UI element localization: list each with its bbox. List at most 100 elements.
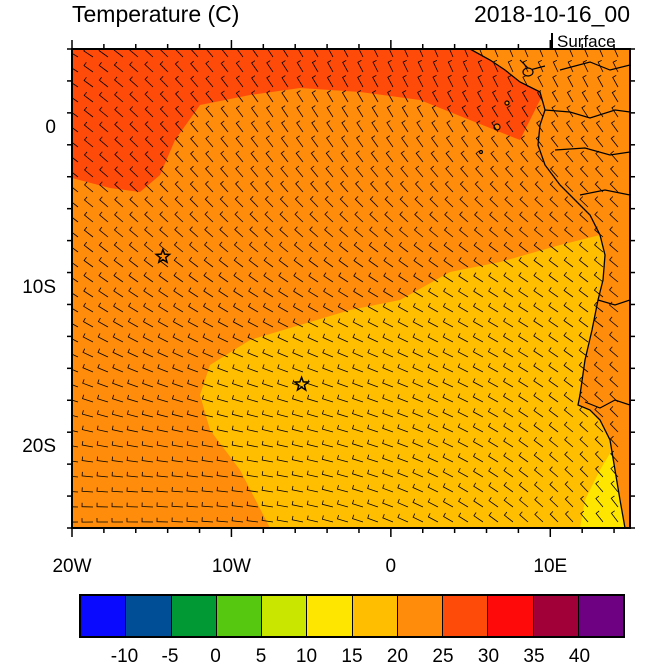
wind-barb [173, 302, 184, 313]
wind-barb [278, 287, 289, 298]
wind-barb [232, 364, 244, 373]
wind-barb [520, 165, 529, 178]
wind-barb [126, 425, 139, 433]
wind-barb [189, 241, 199, 253]
wind-barb [341, 135, 349, 148]
wind-barb [533, 392, 544, 403]
wind-barb [157, 333, 169, 343]
wind-barb [412, 303, 424, 313]
wind-barb [548, 362, 559, 373]
wind-barb [412, 363, 424, 373]
wind-barb [608, 301, 619, 313]
wind-barb [204, 196, 214, 208]
wind-barb [548, 332, 559, 343]
wind-barb [323, 241, 334, 253]
wind-barb [217, 364, 229, 373]
wind-barb [566, 120, 574, 133]
wind-barb [248, 287, 259, 298]
wind-barb [113, 302, 124, 313]
wind-barb [355, 180, 364, 193]
wind-barb [235, 75, 244, 88]
wind-barb [503, 272, 514, 283]
wind-barb [351, 514, 364, 523]
wind-barb [533, 257, 544, 268]
wind-barb [581, 90, 589, 103]
wind-barb [382, 303, 394, 313]
wind-barb [518, 362, 529, 373]
wind-barb [595, 165, 604, 178]
wind-barb [98, 256, 109, 268]
wind-barb [563, 362, 574, 373]
wind-barb [261, 425, 274, 433]
wind-barb [141, 517, 154, 523]
wind-barb [321, 440, 334, 448]
wind-barb [310, 165, 319, 178]
wind-barb [387, 60, 394, 73]
wind-barb [610, 480, 619, 493]
wind-barb [354, 211, 364, 223]
wind-barb [534, 481, 544, 493]
wind-barb [98, 106, 109, 118]
wind-barb [533, 377, 544, 388]
wind-barb [417, 90, 424, 103]
wind-barb [462, 75, 469, 88]
wind-barb [442, 393, 454, 403]
wind-barb [201, 456, 214, 463]
wind-barb [412, 409, 424, 418]
wind-barb [306, 425, 319, 433]
wind-barb [457, 423, 469, 433]
wind-barb [536, 120, 544, 133]
wind-barb [578, 316, 589, 328]
wind-barb [487, 363, 499, 373]
wind-barb [156, 425, 169, 433]
wind-barb [337, 379, 349, 388]
wind-barb [449, 49, 454, 58]
wind-barb [397, 333, 409, 343]
wind-barb [539, 49, 544, 58]
wind-barb [443, 226, 454, 238]
wind-barb [613, 49, 619, 58]
colorbar-label: -10 [110, 646, 139, 667]
wind-barb [188, 287, 199, 298]
wind-barb [579, 436, 589, 448]
wind-barb [609, 256, 619, 268]
wind-barb [72, 338, 79, 343]
wind-barb [580, 510, 589, 523]
wind-barb [382, 348, 394, 358]
wind-barb [129, 76, 139, 88]
map-title: Temperature (C) [72, 1, 240, 27]
wind-barb [83, 62, 94, 73]
wind-barb [534, 181, 544, 193]
wind-barb [578, 271, 589, 283]
wind-barb [397, 469, 409, 478]
wind-barb [340, 165, 349, 178]
wind-barb [83, 151, 94, 163]
wind-barb [427, 483, 439, 493]
wind-barb [371, 120, 379, 133]
wind-barb [322, 364, 334, 373]
wind-barb [114, 151, 124, 163]
wind-barb [171, 471, 184, 478]
wind-barb [427, 302, 439, 313]
wind-barb [548, 302, 559, 313]
wind-barb [72, 152, 79, 163]
wind-barb [506, 90, 514, 103]
wind-barb [276, 501, 289, 508]
wind-barb [158, 302, 169, 313]
wind-barb [235, 135, 244, 148]
wind-barb [397, 287, 409, 298]
wind-barb [382, 287, 394, 298]
wind-barb [459, 181, 469, 193]
wind-barb [295, 165, 304, 178]
colorbar-label: 20 [386, 646, 409, 667]
wind-barb [72, 414, 79, 418]
wind-barb [487, 422, 499, 433]
wind-barb [231, 456, 244, 463]
wind-barb [111, 410, 124, 418]
wind-barb [216, 486, 229, 493]
wind-barb [113, 61, 124, 73]
wind-barb [281, 60, 289, 73]
wind-barb [96, 441, 109, 448]
wind-barb [129, 121, 139, 133]
wind-barb [201, 410, 214, 418]
